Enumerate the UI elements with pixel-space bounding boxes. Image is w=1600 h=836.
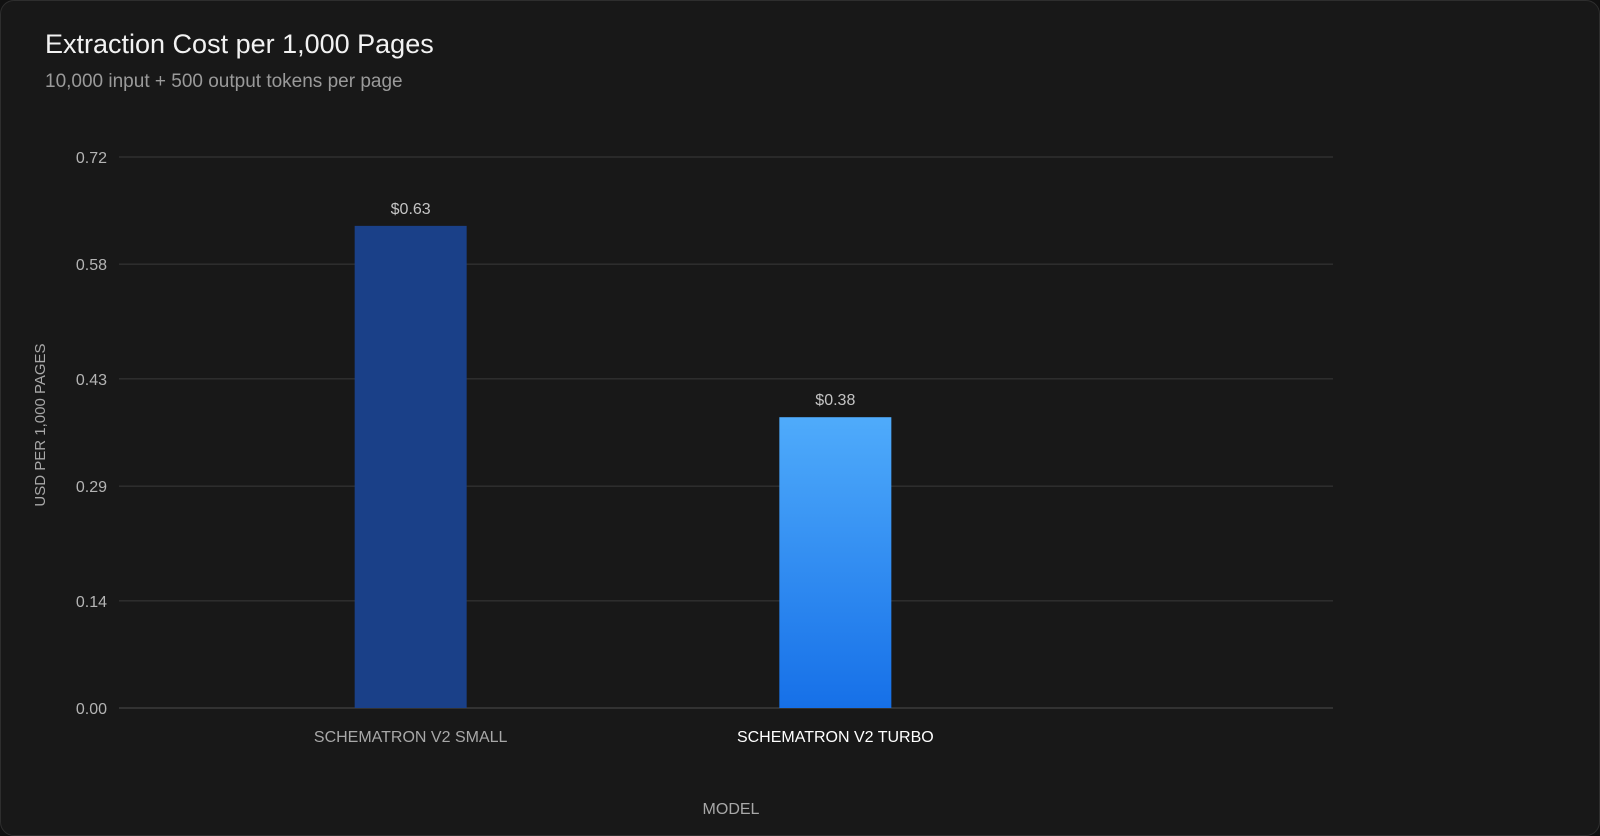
bar[interactable] [354, 225, 467, 708]
y-tick-label: 0.14 [76, 594, 107, 611]
chart-subtitle: 10,000 input + 500 output tokens per pag… [45, 71, 403, 92]
y-axis-title: USD PER 1,000 PAGES [32, 343, 49, 506]
value-labels: $0.63 $0.38 [391, 201, 856, 409]
x-axis-categories: SCHEMATRON V2 SMALL SCHEMATRON V2 TURBO [314, 729, 934, 746]
y-tick-label: 0.29 [76, 479, 107, 496]
y-tick-label: 0.72 [76, 150, 107, 167]
y-tick-label: 0.00 [76, 701, 107, 718]
y-tick-label: 0.43 [76, 372, 107, 389]
grid-lines [119, 156, 1333, 709]
bar[interactable] [779, 417, 892, 708]
bar-value-label: $0.38 [815, 392, 855, 409]
chart-title: Extraction Cost per 1,000 Pages [45, 29, 434, 59]
x-category-label: SCHEMATRON V2 TURBO [737, 729, 934, 746]
bars [354, 225, 892, 708]
y-axis-ticks: 0.00 0.14 0.29 0.43 0.58 0.72 [76, 150, 107, 718]
x-axis-title: MODEL [703, 801, 760, 818]
bar-value-label: $0.63 [391, 201, 431, 218]
y-tick-label: 0.58 [76, 257, 107, 274]
x-category-label: SCHEMATRON V2 SMALL [314, 729, 508, 746]
